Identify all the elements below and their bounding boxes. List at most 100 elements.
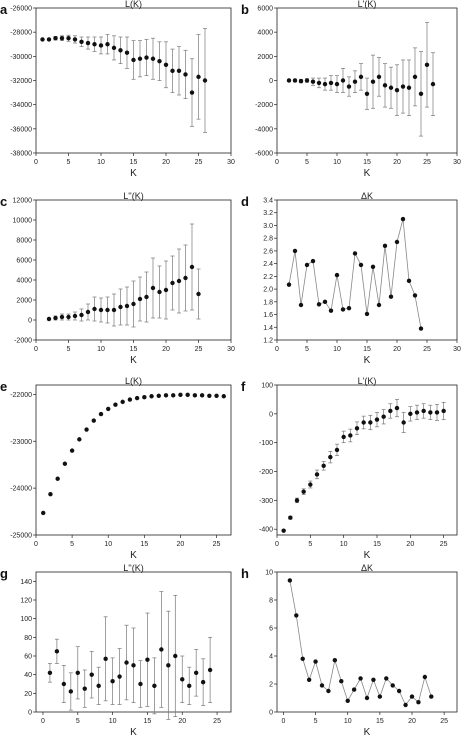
- data-point: [69, 448, 75, 453]
- data-point: [176, 68, 182, 74]
- data-point: [199, 393, 205, 398]
- x-tick-label: 25: [423, 346, 431, 353]
- data-point: [388, 85, 394, 90]
- x-tick-label: 15: [140, 541, 148, 548]
- y-tick-label: 2.6: [263, 248, 273, 255]
- y-tick-label: -2000: [255, 102, 273, 109]
- data-point: [110, 679, 115, 684]
- data-point: [370, 264, 376, 270]
- data-point: [358, 676, 363, 681]
- y-tick-label: 100: [20, 616, 32, 623]
- data-point: [346, 305, 352, 311]
- x-tick-label: 25: [440, 541, 448, 548]
- plot-frame: [35, 571, 232, 713]
- data-point: [406, 85, 412, 90]
- y-tick-label: -26000: [10, 6, 32, 13]
- data-point: [157, 58, 162, 64]
- data-point: [441, 408, 446, 414]
- data-point: [388, 294, 394, 299]
- data-point: [152, 683, 157, 689]
- data-point: [292, 248, 298, 254]
- y-tick-label: -6000: [255, 151, 273, 158]
- data-point: [85, 309, 91, 315]
- data-point: [414, 410, 420, 415]
- y-tick-label: -28000: [10, 30, 32, 37]
- data-point: [72, 313, 78, 319]
- panel-title: L''(K): [123, 191, 143, 201]
- x-axis-label: K: [364, 550, 371, 561]
- data-point: [68, 689, 74, 694]
- data-point: [207, 667, 213, 673]
- data-point: [376, 302, 382, 308]
- data-point: [202, 78, 208, 83]
- data-point: [316, 80, 322, 86]
- data-point: [364, 695, 370, 701]
- x-tick-label: 10: [333, 346, 341, 353]
- data-point: [47, 670, 53, 675]
- x-axis-label: K: [130, 168, 137, 179]
- data-point: [163, 393, 169, 398]
- data-point: [92, 42, 97, 47]
- x-tick-label: 20: [177, 541, 185, 548]
- plot-frame: [35, 7, 232, 154]
- x-tick-label: 30: [227, 159, 235, 166]
- x-tick-label: 0: [41, 718, 45, 725]
- x-tick-label: 15: [373, 541, 381, 548]
- y-tick-label: -300: [259, 498, 273, 505]
- data-point: [105, 42, 110, 47]
- data-point: [178, 392, 183, 398]
- data-point: [66, 314, 71, 320]
- x-tick-label: 20: [393, 159, 401, 166]
- y-tick-label: -34000: [10, 102, 32, 109]
- x-tick-label: 5: [308, 541, 312, 548]
- panel-letter: f: [241, 379, 246, 394]
- data-point: [207, 393, 212, 398]
- data-point: [316, 302, 322, 307]
- data-point: [334, 272, 340, 278]
- x-tick-label: 30: [227, 346, 235, 353]
- panel-f: f L'(K) K 0 5 10 15 20 25 -400 -300 -200 -100 0 100: [241, 376, 458, 561]
- data-point: [394, 239, 400, 245]
- y-tick-label: -32000: [10, 78, 32, 85]
- data-point: [185, 392, 190, 398]
- panel-a: a L(K) K 0 5 10 15 20 25 30 -38000 -36000 -34000 -320…: [0, 0, 235, 179]
- data-point: [328, 454, 333, 460]
- x-tick-label: 10: [104, 541, 112, 548]
- x-tick-label: 30: [453, 346, 461, 353]
- data-point: [170, 68, 175, 74]
- y-tick-label: 4000: [16, 278, 32, 285]
- x-tick-label: 15: [144, 718, 152, 725]
- data-point: [193, 670, 199, 675]
- data-point: [340, 78, 346, 83]
- data-point: [430, 81, 436, 87]
- x-tick-label: 25: [195, 346, 203, 353]
- data-point: [117, 674, 122, 679]
- data-point: [82, 686, 87, 691]
- data-point: [166, 663, 171, 668]
- panel-title: L(K): [125, 376, 142, 386]
- data-point: [46, 316, 52, 322]
- y-tick-label: 1.4: [263, 325, 273, 332]
- data-point: [429, 694, 434, 699]
- data-point: [332, 658, 338, 663]
- panel-letter: h: [241, 566, 249, 581]
- data-point: [137, 296, 143, 302]
- data-point: [120, 399, 125, 405]
- data-point: [54, 649, 60, 654]
- data-point: [180, 677, 185, 682]
- data-point: [354, 426, 360, 431]
- data-point: [77, 437, 82, 442]
- data-point: [137, 56, 143, 61]
- data-point: [418, 326, 424, 331]
- data-point: [170, 280, 175, 286]
- y-tick-label: -200: [259, 469, 273, 476]
- data-point: [377, 694, 383, 699]
- data-point: [142, 394, 147, 400]
- panel-title: L(K): [125, 0, 142, 9]
- y-tick-label: 10000: [13, 218, 33, 225]
- y-tick-label: 2.2: [263, 274, 273, 281]
- data-point: [310, 258, 316, 264]
- data-point: [384, 676, 389, 681]
- panel-g: g L''(K) K 0 5 10 15 20 25 0 20 40 60 80 100 120 140: [0, 563, 232, 737]
- data-point: [61, 681, 67, 687]
